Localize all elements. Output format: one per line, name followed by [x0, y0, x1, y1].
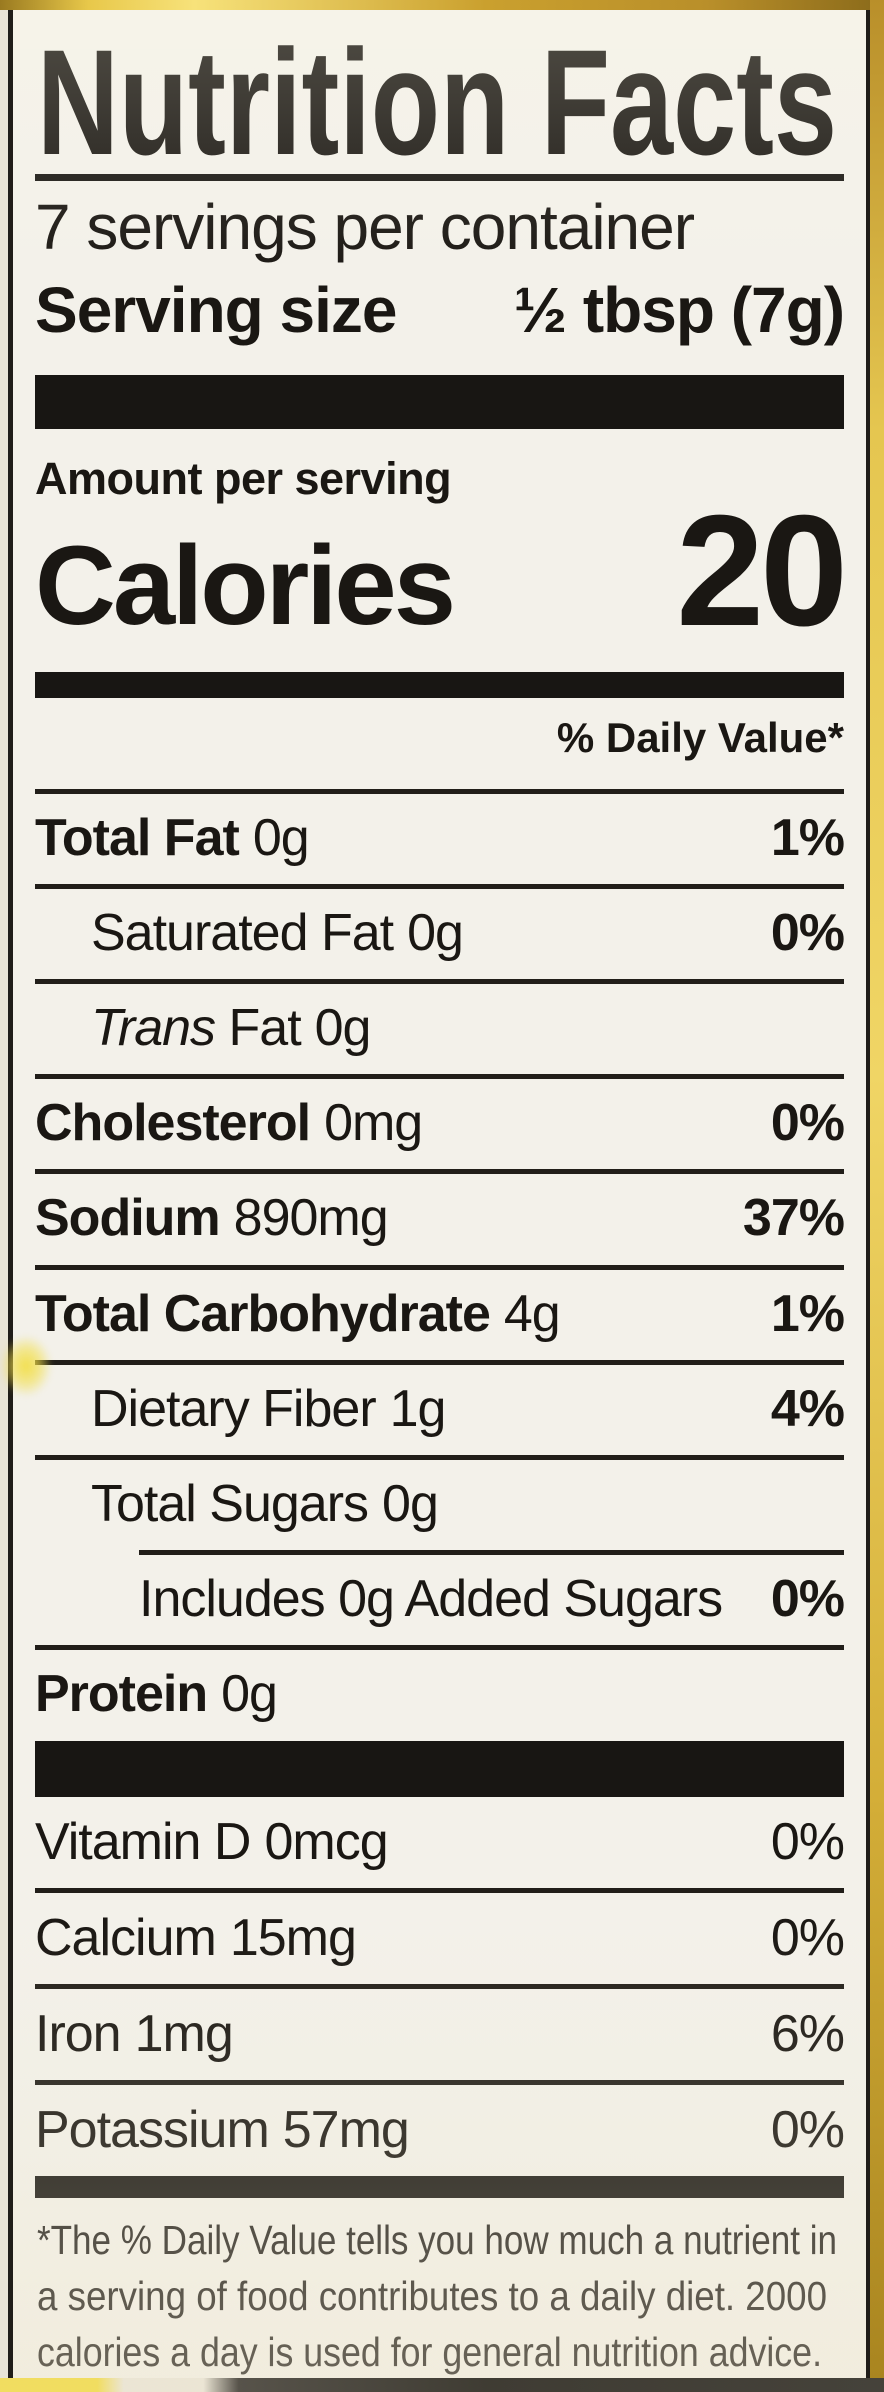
footnote-line-1: *The % Daily Value tells you how much a … [37, 2217, 837, 2263]
nutrient-dv: 4% [770, 1379, 845, 1438]
vitamin-dv: 0% [770, 1908, 845, 1967]
vitamin-row-potassium: Potassium 57mg 0% [35, 2085, 845, 2176]
nutrition-facts-label: Nutrition Facts 7 servings per container… [8, 0, 871, 2392]
nutrient-name: Sodium 890mg [35, 1189, 389, 1248]
serving-size-row: Serving size ½ tbsp (7g) [35, 272, 845, 349]
nutrient-dv: 0% [770, 1094, 845, 1153]
nutrient-row-total-fat: Total Fat 0g 1% [35, 794, 845, 884]
nutrient-name: Saturated Fat 0g [91, 903, 464, 962]
nutrient-dv: 37% [742, 1189, 845, 1248]
footnote-bar [35, 2176, 844, 2199]
calories-label: Calories [35, 522, 456, 648]
row-divider [35, 1169, 844, 1175]
nutrient-dv: 0% [770, 1570, 845, 1629]
row-divider [35, 1983, 844, 1989]
vitamin-row-vitamin-d: Vitamin D 0mcg 0% [35, 1797, 845, 1888]
nutrient-name: Protein 0g [35, 1665, 278, 1724]
nutrient-row-cholesterol: Cholesterol 0mg 0% [35, 1079, 845, 1169]
vitamin-row-calcium: Calcium 15mg 0% [35, 1893, 845, 1984]
nutrient-row-dietary-fiber: Dietary Fiber 1g 4% [35, 1365, 845, 1455]
vitamin-dv: 0% [770, 2101, 845, 2160]
serving-size-label: Serving size [35, 273, 397, 346]
title-divider [35, 174, 844, 181]
daily-value-header: % Daily Value* [556, 714, 844, 762]
servings-per-container: 7 servings per container [35, 191, 695, 263]
nutrient-row-protein: Protein 0g [35, 1650, 844, 1740]
nutrient-row-saturated-fat: Saturated Fat 0g 0% [35, 889, 845, 979]
nutrient-name: Cholesterol 0mg [35, 1094, 423, 1153]
label-title-text: Nutrition Facts [37, 30, 837, 172]
amount-per-serving: Amount per serving [35, 452, 452, 504]
vitamin-name: Potassium 57mg [35, 2101, 410, 2160]
vitamin-name: Iron 1mg [35, 2004, 234, 2063]
vitamin-dv: 6% [770, 2004, 845, 2063]
nutrient-row-added-sugars: Includes 0g Added Sugars 0% [35, 1555, 845, 1645]
row-divider [35, 1264, 844, 1270]
nutrient-row-trans-fat: Trans Fat 0g [35, 984, 844, 1074]
row-divider [35, 1887, 844, 1893]
row-divider [35, 883, 844, 889]
row-divider [35, 1074, 844, 1080]
package-edge-bottom [0, 2378, 884, 2392]
nutrient-name: Includes 0g Added Sugars [139, 1570, 723, 1629]
footnote-line-3: calories a day is used for general nutri… [37, 2329, 822, 2375]
row-divider [35, 1454, 844, 1460]
vitamin-dv: 0% [770, 1812, 845, 1871]
nutrient-name: Total Carbohydrate 4g [35, 1284, 561, 1343]
nutrient-dv: 1% [770, 808, 845, 867]
nutrient-row-total-carbohydrate: Total Carbohydrate 4g 1% [35, 1270, 845, 1360]
row-divider [35, 2080, 844, 2086]
nutrient-name: Total Fat 0g [35, 808, 310, 867]
calories-row: Calories 20 [35, 483, 848, 660]
row-divider [35, 1645, 844, 1651]
nutrient-row-sodium: Sodium 890mg 37% [35, 1174, 845, 1264]
section-bar-medium [35, 672, 844, 699]
nutrient-name: Dietary Fiber 1g [91, 1379, 446, 1438]
calories-value: 20 [676, 483, 848, 660]
section-bar-thick-bottom [35, 1740, 844, 1797]
package-gold-edge-top [0, 0, 884, 10]
row-divider [35, 788, 844, 794]
vitamin-row-iron: Iron 1mg 6% [35, 1989, 845, 2080]
yellow-smudge [0, 1335, 52, 1397]
daily-value-footnote: *The % Daily Value tells you how much a … [37, 2217, 837, 2375]
row-divider [35, 1359, 844, 1365]
row-divider-indented [139, 1550, 844, 1556]
nutrient-name: Trans Fat 0g [91, 999, 371, 1058]
vitamin-name: Vitamin D 0mcg [35, 1812, 389, 1871]
section-bar-thick-top [35, 374, 844, 429]
nutrient-dv: 1% [770, 1284, 845, 1343]
package-gold-edge-right [870, 0, 884, 2392]
nutrient-name: Total Sugars 0g [91, 1474, 439, 1533]
serving-size-value: ½ tbsp (7g) [513, 273, 845, 346]
nutrient-row-total-sugars: Total Sugars 0g [35, 1460, 844, 1550]
nutrient-dv: 0% [770, 903, 845, 962]
label-title: Nutrition Facts [37, 30, 837, 172]
row-divider [35, 979, 844, 985]
vitamin-name: Calcium 15mg [35, 1908, 357, 1967]
footnote-line-2: a serving of food contributes to a daily… [37, 2273, 827, 2319]
